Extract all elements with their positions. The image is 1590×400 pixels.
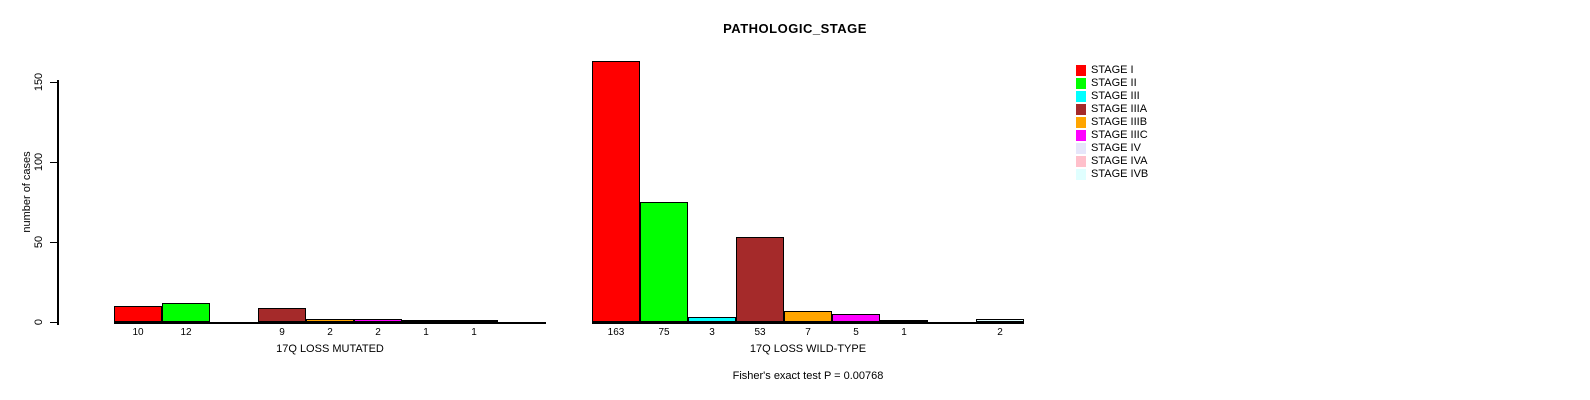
- y-axis-tick: [50, 161, 58, 163]
- bar-value-label: 3: [709, 327, 715, 338]
- y-axis-tick: [50, 81, 58, 83]
- legend-label-stage-iv: STAGE IV: [1091, 142, 1141, 154]
- bar-value-label: 12: [180, 327, 192, 338]
- bar-stage-iiic-17q-loss-wild-type: [832, 314, 880, 322]
- x-axis-baseline: [592, 322, 1024, 324]
- legend-item-stage-iiic: STAGE IIIC: [1076, 129, 1148, 142]
- bar-stage-iiib-17q-loss-mutated: [306, 319, 354, 322]
- bar-value-label: 1: [471, 327, 477, 338]
- legend-item-stage-i: STAGE I: [1076, 64, 1148, 77]
- bar-value-label: 75: [658, 327, 670, 338]
- y-axis-tick-label: 150: [33, 72, 45, 92]
- bar-stage-iiia-17q-loss-mutated: [258, 308, 306, 322]
- legend-label-stage-i: STAGE I: [1091, 64, 1134, 76]
- bar-stage-iv-17q-loss-wild-type: [880, 320, 928, 322]
- group-label-17q-loss-wild-type: 17Q LOSS WILD-TYPE: [749, 343, 867, 355]
- bar-value-label: 53: [754, 327, 766, 338]
- bar-value-label: 1: [901, 327, 907, 338]
- bar-value-label: 10: [132, 327, 144, 338]
- bar-stage-iiic-17q-loss-mutated: [354, 319, 402, 322]
- bar-value-label: 2: [327, 327, 333, 338]
- bar-value-label: 7: [805, 327, 811, 338]
- legend-label-stage-ii: STAGE II: [1091, 77, 1137, 89]
- fisher-test-note: Fisher's exact test P = 0.00768: [732, 370, 884, 382]
- legend-label-stage-ivb: STAGE IVB: [1091, 168, 1149, 180]
- chart-title: PATHOLOGIC_STAGE: [723, 21, 867, 36]
- legend-item-stage-iv: STAGE IV: [1076, 142, 1148, 155]
- legend-item-stage-iva: STAGE IVA: [1076, 155, 1148, 168]
- legend-item-stage-iii: STAGE III: [1076, 90, 1148, 103]
- legend-swatch-stage-iiia: [1076, 104, 1086, 115]
- bar-stage-iiia-17q-loss-wild-type: [736, 237, 784, 322]
- bar-value-label: 1: [423, 327, 429, 338]
- bar-stage-i-17q-loss-mutated: [114, 306, 162, 322]
- legend-swatch-stage-iii: [1076, 91, 1086, 102]
- legend-label-stage-iii: STAGE III: [1091, 90, 1140, 102]
- legend-item-stage-iiib: STAGE IIIB: [1076, 116, 1148, 129]
- legend: STAGE I STAGE II STAGE III STAGE IIIA STAGE …: [1076, 64, 1148, 181]
- bar-value-label: 2: [997, 327, 1003, 338]
- legend-label-stage-iiib: STAGE IIIB: [1091, 116, 1148, 128]
- legend-swatch-stage-iiib: [1076, 117, 1086, 128]
- bar-stage-ii-17q-loss-mutated: [162, 303, 210, 322]
- legend-swatch-stage-ii: [1076, 78, 1086, 89]
- bar-stage-iv-17q-loss-mutated: [402, 320, 450, 322]
- bar-value-label: 163: [607, 327, 625, 338]
- bar-stage-ii-17q-loss-wild-type: [640, 202, 688, 322]
- y-axis-tick: [50, 241, 58, 243]
- bar-stage-iiib-17q-loss-wild-type: [784, 311, 832, 322]
- legend-item-stage-iiia: STAGE IIIA: [1076, 103, 1148, 116]
- legend-swatch-stage-ivb: [1076, 169, 1086, 180]
- group-label-17q-loss-mutated: 17Q LOSS MUTATED: [276, 343, 384, 355]
- bar-stage-iii-17q-loss-wild-type: [688, 317, 736, 322]
- bar-stage-ivb-17q-loss-wild-type: [976, 319, 1024, 322]
- legend-label-stage-iva: STAGE IVA: [1091, 155, 1148, 167]
- legend-swatch-stage-iva: [1076, 156, 1086, 167]
- legend-item-stage-ii: STAGE II: [1076, 77, 1148, 90]
- bar-value-label: 2: [375, 327, 381, 338]
- y-axis-tick-label: 0: [33, 318, 45, 326]
- legend-label-stage-iiia: STAGE IIIA: [1091, 103, 1148, 115]
- x-axis-baseline: [114, 322, 546, 324]
- legend-swatch-stage-iiic: [1076, 130, 1086, 141]
- bar-value-label: 9: [279, 327, 285, 338]
- legend-item-stage-ivb: STAGE IVB: [1076, 168, 1148, 181]
- legend-swatch-stage-i: [1076, 65, 1086, 76]
- y-axis-tick: [50, 321, 58, 323]
- legend-label-stage-iiic: STAGE IIIC: [1091, 129, 1148, 141]
- y-axis-line: [57, 80, 59, 325]
- legend-swatch-stage-iv: [1076, 143, 1086, 154]
- bar-stage-iva-17q-loss-mutated: [450, 320, 498, 322]
- bar-value-label: 5: [853, 327, 859, 338]
- y-axis-tick-label: 50: [33, 235, 45, 249]
- bar-stage-i-17q-loss-wild-type: [592, 61, 640, 322]
- y-axis-tick-label: 100: [33, 152, 45, 172]
